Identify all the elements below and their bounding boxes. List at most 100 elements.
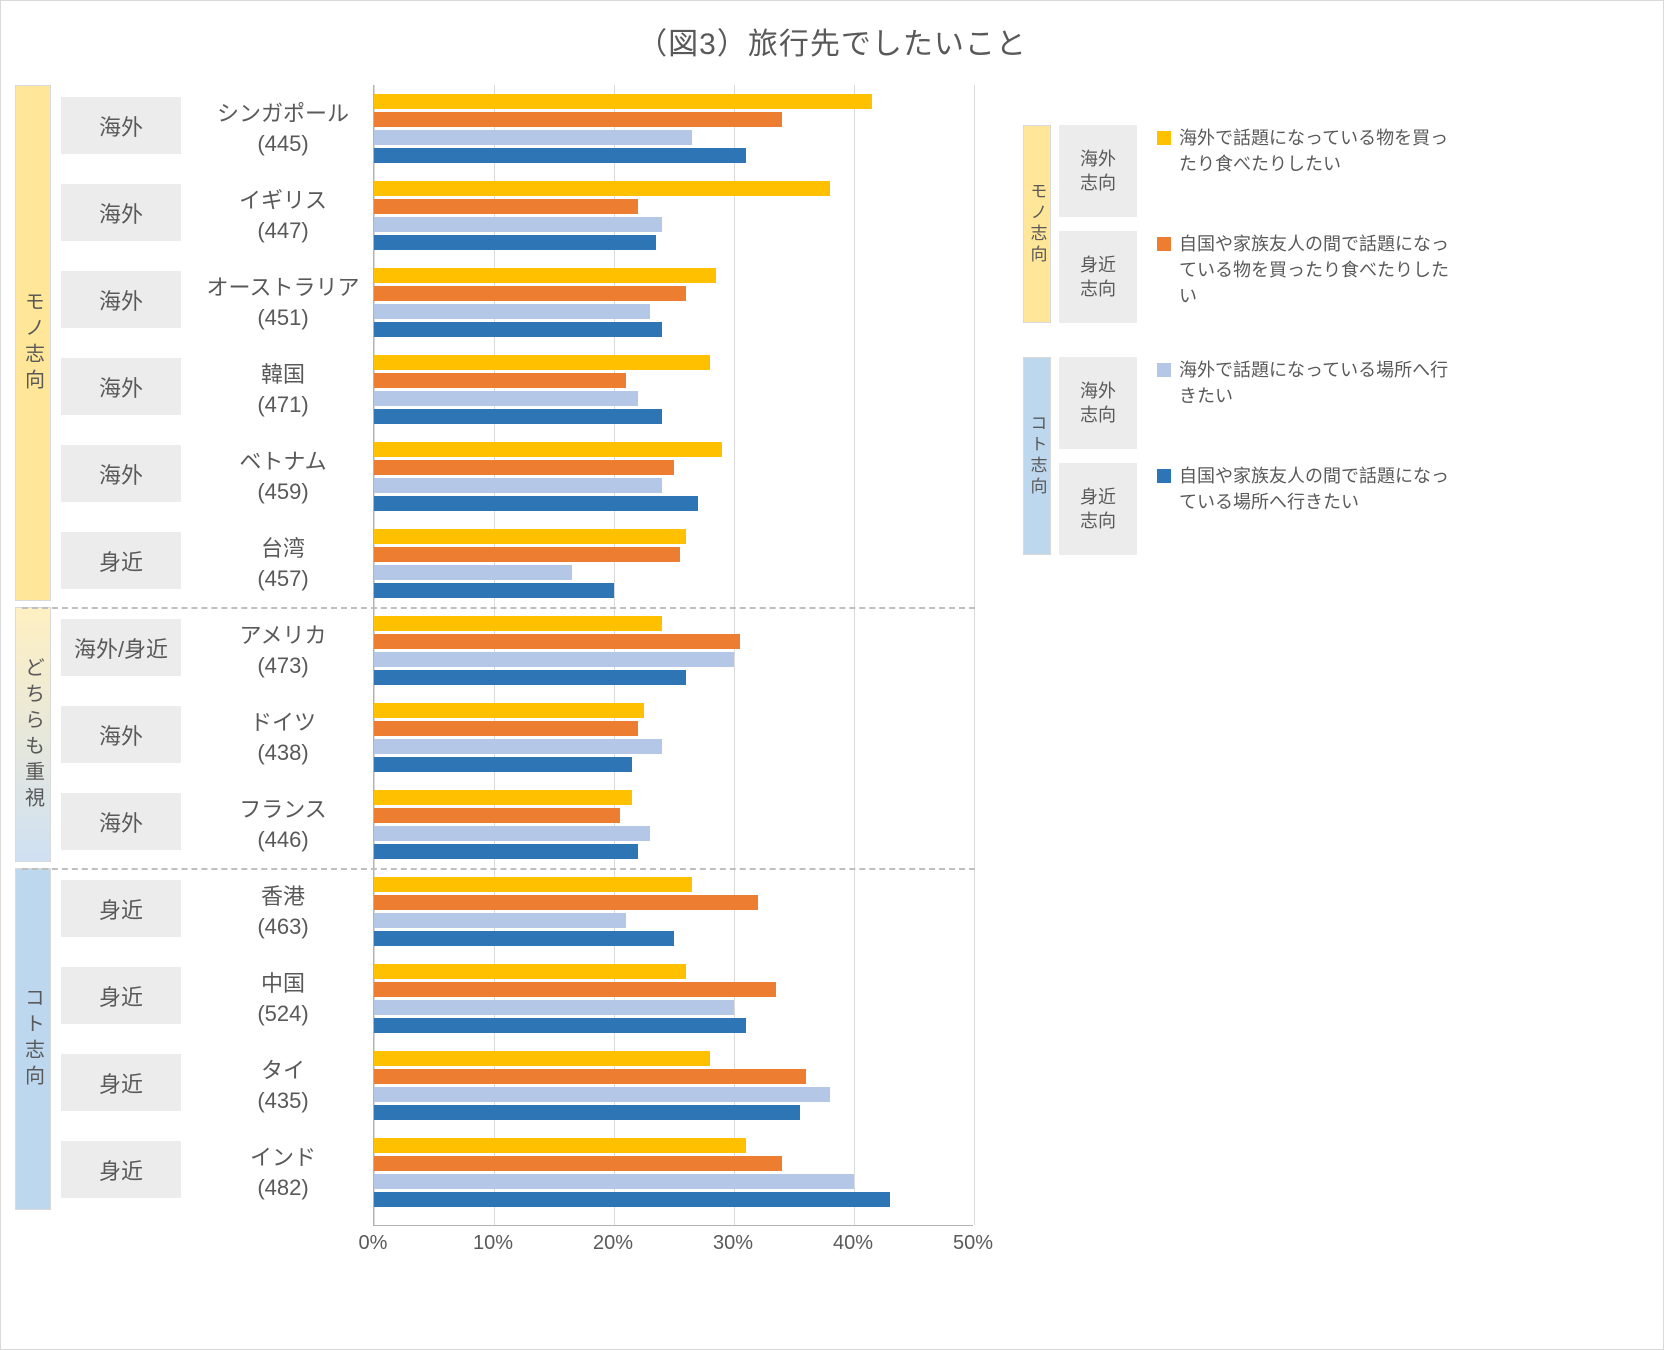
legend-entry: 自国や家族友人の間で話題になっている物を買ったり食べたりしたい [1157, 231, 1457, 323]
bar-s3 [374, 1105, 800, 1120]
bar-s3 [374, 235, 656, 250]
bar-s2 [374, 1087, 830, 1102]
row-tag: 海外 [61, 445, 181, 502]
bar-s3 [374, 409, 662, 424]
bar-s1 [374, 1069, 806, 1084]
row-tag: 海外 [61, 184, 181, 241]
country-label: 台湾(457) [193, 520, 373, 607]
bar-row [374, 1129, 973, 1216]
bar-s1 [374, 1156, 782, 1171]
country-label: ドイツ(438) [193, 694, 373, 781]
bar-s3 [374, 931, 674, 946]
bar-s3 [374, 757, 632, 772]
bar-s2 [374, 1174, 854, 1189]
country-n: (471) [257, 390, 308, 420]
country-label: 香港(463) [193, 868, 373, 955]
country-label: アメリカ(473) [193, 607, 373, 694]
legend-swatch [1157, 363, 1171, 377]
x-tick-label: 30% [713, 1232, 753, 1255]
country-n: (446) [257, 825, 308, 855]
figure-frame: （図3）旅行先でしたいこと モノ志向どちらも重視コト志向 海外海外海外海外海外身… [0, 0, 1664, 1350]
legend-tag: 身近 志向 [1059, 231, 1137, 323]
bar-s1 [374, 112, 782, 127]
legend-entry: 海外で話題になっている場所へ行きたい [1157, 357, 1457, 449]
bar-s2 [374, 1000, 734, 1015]
country-name: タイ [261, 1056, 305, 1086]
x-axis: 0%10%20%30%40%50% [373, 1225, 973, 1263]
country-n: (451) [257, 303, 308, 333]
section-divider [22, 868, 975, 870]
row-tag: 海外 [61, 793, 181, 850]
bar-s2 [374, 478, 662, 493]
country-n: (459) [257, 477, 308, 507]
legend-tag: 海外 志向 [1059, 357, 1137, 449]
legend-entry: 海外で話題になっている物を買ったり食べたりしたい [1157, 125, 1457, 217]
country-name: 台湾 [261, 534, 305, 564]
country-name: 中国 [261, 969, 305, 999]
legend-swatch [1157, 469, 1171, 483]
bar-s1 [374, 982, 776, 997]
country-n: (473) [257, 651, 308, 681]
bar-s2 [374, 565, 572, 580]
bar-s0 [374, 790, 632, 805]
country-name: ベトナム [239, 447, 326, 477]
section-divider [22, 607, 975, 609]
bar-s0 [374, 703, 644, 718]
legend-swatch [1157, 131, 1171, 145]
gridline [974, 85, 975, 1225]
country-name: 香港 [261, 882, 305, 912]
country-label: オーストラリア(451) [193, 259, 373, 346]
vertical-group-label: モノ志向 [15, 85, 51, 601]
x-tick-label: 40% [833, 1232, 873, 1255]
bar-s1 [374, 373, 626, 388]
country-label: インド(482) [193, 1129, 373, 1216]
bar-s0 [374, 964, 686, 979]
legend-label: 海外で話題になっている場所へ行きたい [1179, 357, 1457, 409]
country-label: 韓国(471) [193, 346, 373, 433]
row-tag: 身近 [61, 880, 181, 937]
row-tag: 身近 [61, 967, 181, 1024]
bar-s3 [374, 322, 662, 337]
bar-row [374, 172, 973, 259]
bar-row [374, 781, 973, 868]
bar-s2 [374, 739, 662, 754]
bar-s1 [374, 721, 638, 736]
bar-s3 [374, 844, 638, 859]
bar-s3 [374, 1192, 890, 1207]
country-label: 中国(524) [193, 955, 373, 1042]
vertical-group-labels: モノ志向どちらも重視コト志向 [15, 85, 51, 1216]
bar-s0 [374, 442, 722, 457]
bar-s2 [374, 652, 734, 667]
country-n: (445) [257, 129, 308, 159]
bar-s0 [374, 1051, 710, 1066]
bar-row [374, 85, 973, 172]
bar-row [374, 1042, 973, 1129]
bar-s2 [374, 391, 638, 406]
chart-title: （図3）旅行先でしたいこと [1, 19, 1663, 63]
row-tag: 身近 [61, 1054, 181, 1111]
country-name: 韓国 [261, 360, 305, 390]
row-tag: 身近 [61, 1141, 181, 1198]
legend-vgroup-label: モノ志向 [1023, 125, 1051, 323]
country-n: (447) [257, 216, 308, 246]
legend-label: 海外で話題になっている物を買ったり食べたりしたい [1179, 125, 1457, 177]
country-n: (482) [257, 1173, 308, 1203]
bar-s3 [374, 496, 698, 511]
x-tick-label: 20% [593, 1232, 633, 1255]
country-name: オーストラリア [207, 273, 360, 303]
legend-tag: 海外 志向 [1059, 125, 1137, 217]
plot-inner [373, 85, 973, 1225]
x-tick-label: 50% [953, 1232, 993, 1255]
plot-area: 0%10%20%30%40%50% [373, 85, 973, 1263]
country-n: (457) [257, 564, 308, 594]
bar-s0 [374, 877, 692, 892]
bar-row [374, 433, 973, 520]
bar-s3 [374, 583, 614, 598]
bar-s0 [374, 355, 710, 370]
chart-layout: モノ志向どちらも重視コト志向 海外海外海外海外海外身近海外/身近海外海外身近身近… [1, 85, 1663, 1263]
bar-s2 [374, 826, 650, 841]
vertical-group-label: どちらも重視 [15, 607, 51, 862]
country-name: ドイツ [250, 708, 316, 738]
legend-entries: 海外で話題になっている物を買ったり食べたりしたい自国や家族友人の間で話題になって… [1157, 125, 1457, 589]
country-name: アメリカ [240, 621, 327, 651]
